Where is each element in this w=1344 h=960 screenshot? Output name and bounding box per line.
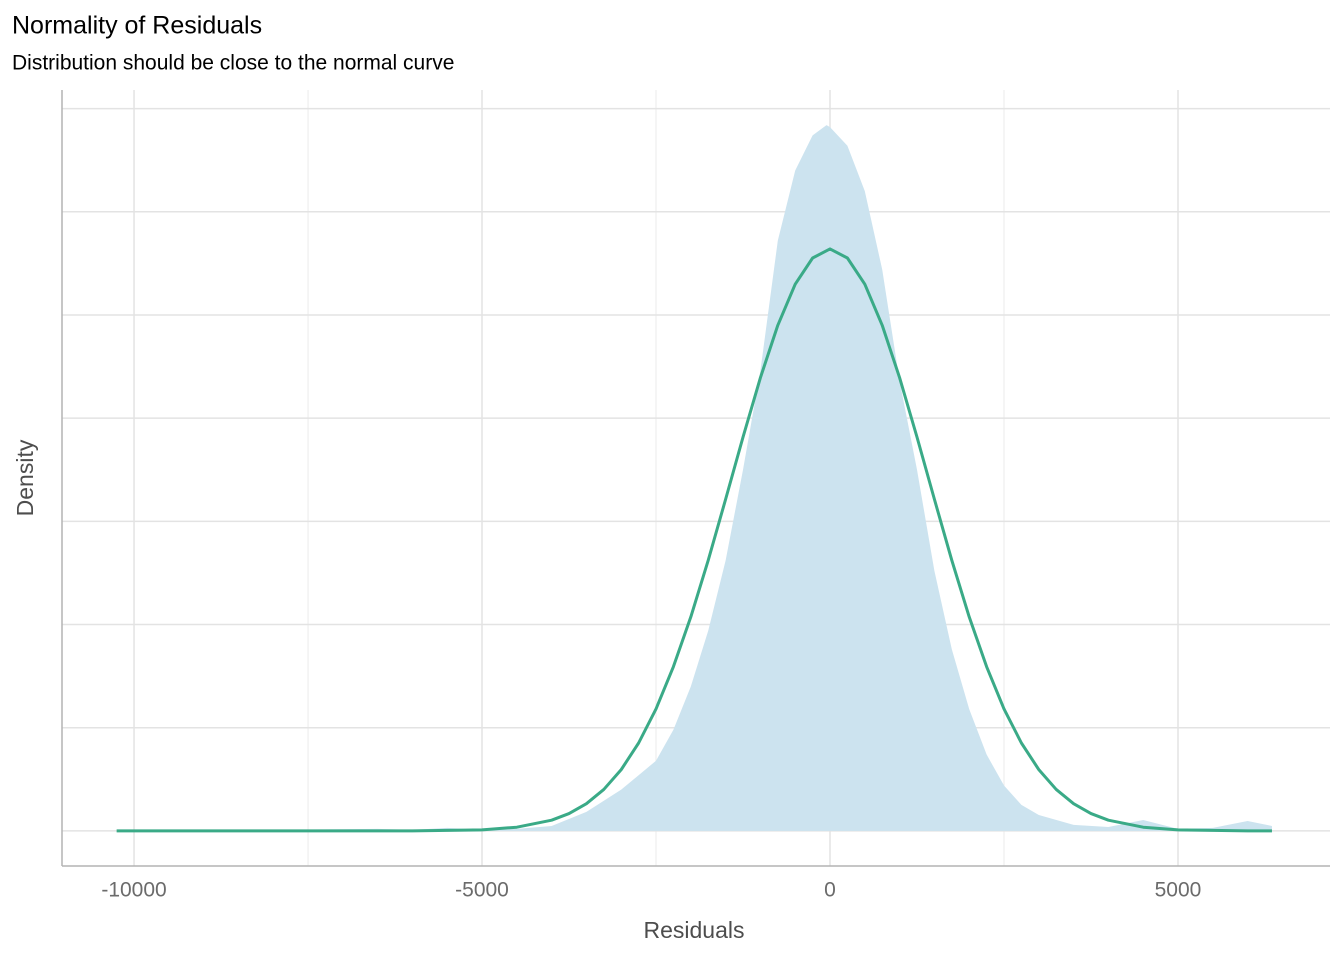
chart-subtitle: Distribution should be close to the norm… xyxy=(12,52,454,75)
x-tick-label: 5000 xyxy=(1155,879,1202,902)
x-tick-label: 0 xyxy=(824,879,836,902)
x-tick-label: -5000 xyxy=(455,879,509,902)
y-axis-title: Density xyxy=(12,439,38,516)
normal-curve xyxy=(116,247,1272,833)
density-area xyxy=(116,125,1272,831)
x-axis-title: Residuals xyxy=(644,917,745,943)
plot-area xyxy=(116,125,1272,833)
x-tick-label: -10000 xyxy=(101,879,166,902)
chart-title: Normality of Residuals xyxy=(12,12,262,40)
